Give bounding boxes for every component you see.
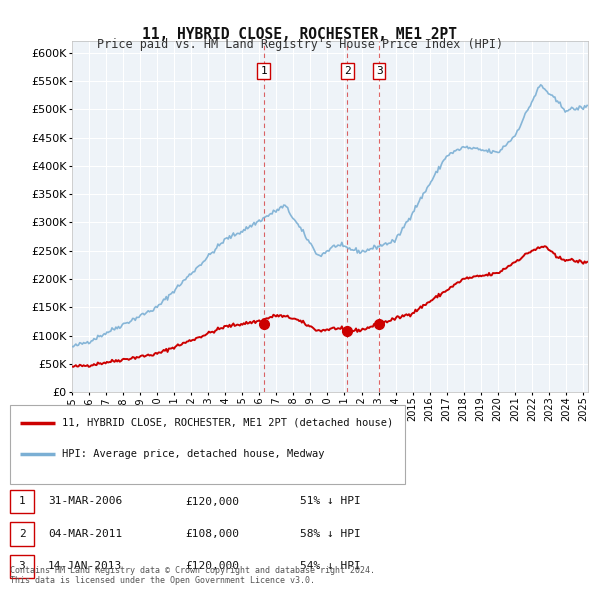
Text: 1: 1 (260, 66, 267, 76)
FancyBboxPatch shape (10, 405, 405, 484)
Text: 14-JAN-2013: 14-JAN-2013 (48, 562, 122, 571)
Text: Contains HM Land Registry data © Crown copyright and database right 2024.
This d: Contains HM Land Registry data © Crown c… (10, 566, 375, 585)
Text: £120,000: £120,000 (185, 562, 239, 571)
Text: 58% ↓ HPI: 58% ↓ HPI (300, 529, 361, 539)
FancyBboxPatch shape (10, 522, 34, 546)
FancyBboxPatch shape (10, 490, 34, 513)
Text: Price paid vs. HM Land Registry's House Price Index (HPI): Price paid vs. HM Land Registry's House … (97, 38, 503, 51)
Text: 2: 2 (344, 66, 351, 76)
Text: 1: 1 (19, 497, 25, 506)
Text: 11, HYBRID CLOSE, ROCHESTER, ME1 2PT: 11, HYBRID CLOSE, ROCHESTER, ME1 2PT (143, 27, 458, 41)
Text: £120,000: £120,000 (185, 497, 239, 506)
Text: 11, HYBRID CLOSE, ROCHESTER, ME1 2PT (detached house): 11, HYBRID CLOSE, ROCHESTER, ME1 2PT (de… (62, 418, 393, 428)
Text: £108,000: £108,000 (185, 529, 239, 539)
Text: 3: 3 (19, 562, 25, 571)
Text: 54% ↓ HPI: 54% ↓ HPI (300, 562, 361, 571)
Text: 04-MAR-2011: 04-MAR-2011 (48, 529, 122, 539)
Text: HPI: Average price, detached house, Medway: HPI: Average price, detached house, Medw… (62, 450, 325, 459)
Text: 31-MAR-2006: 31-MAR-2006 (48, 497, 122, 506)
Text: 3: 3 (376, 66, 383, 76)
FancyBboxPatch shape (10, 555, 34, 578)
Text: 51% ↓ HPI: 51% ↓ HPI (300, 497, 361, 506)
Text: 2: 2 (19, 529, 25, 539)
